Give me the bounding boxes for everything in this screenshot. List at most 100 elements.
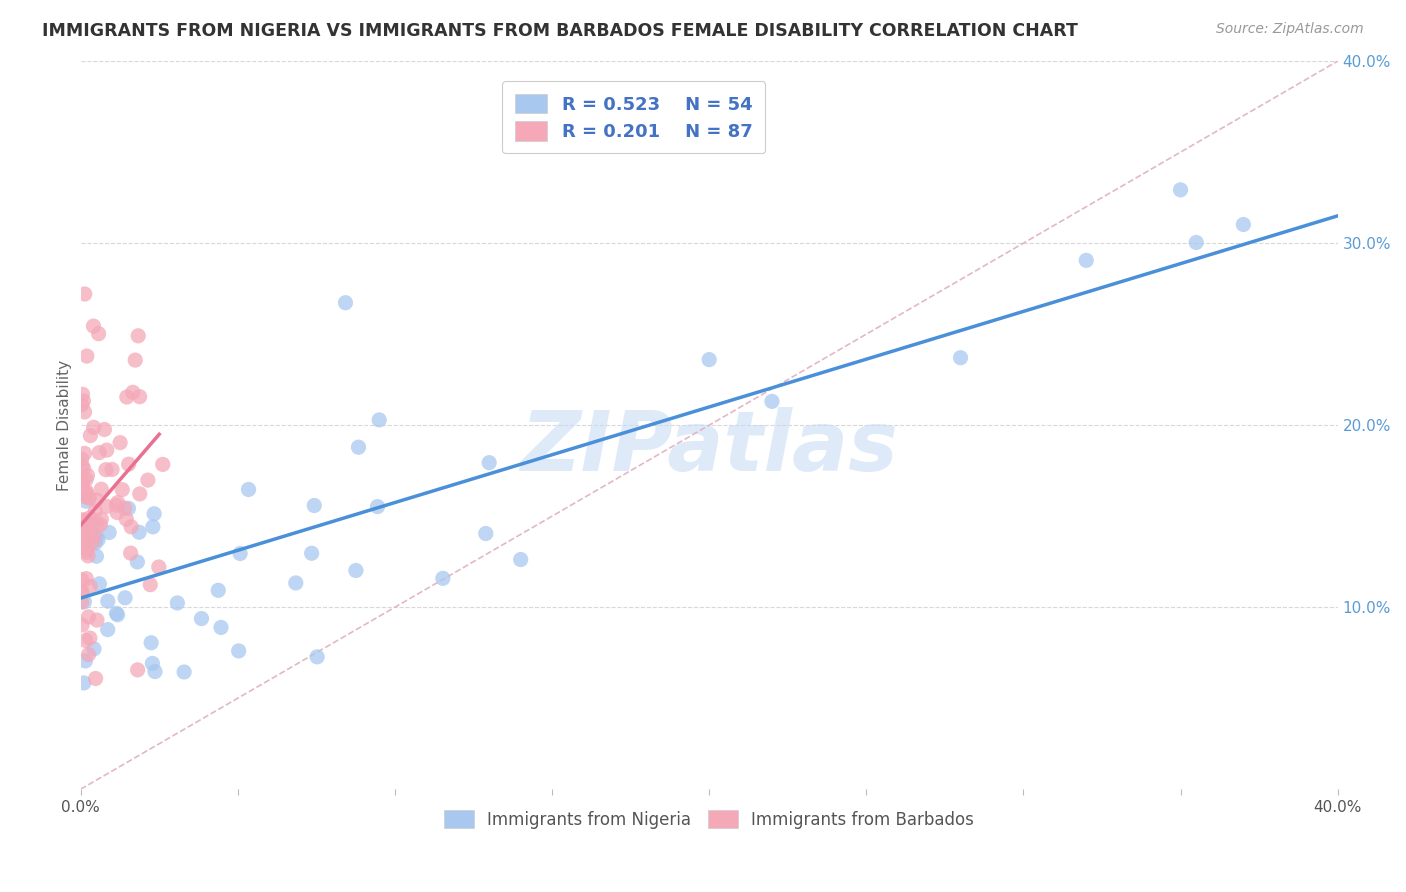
Point bbox=[79, 491, 101, 505]
Point bbox=[72, 461, 94, 475]
Point bbox=[82, 535, 104, 549]
Point bbox=[117, 457, 139, 471]
Point bbox=[75, 490, 97, 504]
Point bbox=[697, 352, 720, 367]
Point bbox=[128, 390, 150, 404]
Point bbox=[1232, 218, 1254, 232]
Point bbox=[1185, 235, 1208, 250]
Point bbox=[86, 493, 108, 508]
Point bbox=[121, 385, 143, 400]
Point bbox=[79, 579, 101, 593]
Point bbox=[70, 458, 93, 473]
Point bbox=[139, 577, 162, 591]
Text: IMMIGRANTS FROM NIGERIA VS IMMIGRANTS FROM BARBADOS FEMALE DISABILITY CORRELATIO: IMMIGRANTS FROM NIGERIA VS IMMIGRANTS FR… bbox=[42, 22, 1078, 40]
Point bbox=[97, 594, 120, 608]
Point bbox=[307, 649, 329, 664]
Point bbox=[127, 328, 149, 343]
Point bbox=[141, 657, 163, 671]
Point bbox=[87, 533, 110, 547]
Point bbox=[76, 486, 98, 500]
Point bbox=[77, 648, 100, 662]
Point bbox=[72, 482, 94, 496]
Point bbox=[89, 445, 111, 459]
Point bbox=[761, 394, 783, 409]
Point bbox=[86, 517, 108, 532]
Point bbox=[73, 446, 96, 460]
Point bbox=[75, 545, 97, 559]
Point bbox=[1076, 253, 1098, 268]
Point bbox=[75, 633, 97, 648]
Point bbox=[82, 319, 104, 334]
Point bbox=[478, 456, 501, 470]
Point bbox=[96, 500, 118, 514]
Text: ZIPatlas: ZIPatlas bbox=[520, 407, 898, 488]
Point bbox=[509, 552, 531, 566]
Point bbox=[107, 607, 129, 622]
Point bbox=[105, 607, 128, 621]
Point bbox=[77, 549, 100, 563]
Point bbox=[84, 536, 107, 550]
Point bbox=[75, 473, 97, 487]
Point bbox=[304, 499, 326, 513]
Point bbox=[117, 501, 139, 516]
Point bbox=[108, 435, 131, 450]
Point bbox=[86, 613, 108, 627]
Point bbox=[70, 584, 93, 599]
Point bbox=[70, 475, 93, 489]
Point bbox=[72, 387, 94, 401]
Point bbox=[79, 428, 101, 442]
Point bbox=[209, 620, 232, 634]
Point bbox=[76, 542, 98, 557]
Point bbox=[75, 572, 97, 586]
Point bbox=[76, 349, 98, 363]
Point bbox=[190, 611, 212, 625]
Point bbox=[70, 485, 93, 500]
Point bbox=[124, 353, 146, 368]
Point bbox=[207, 583, 229, 598]
Point bbox=[75, 654, 97, 668]
Point bbox=[367, 500, 389, 514]
Point bbox=[136, 473, 159, 487]
Point bbox=[83, 531, 105, 545]
Point bbox=[89, 517, 111, 532]
Point bbox=[90, 482, 112, 496]
Point bbox=[229, 546, 252, 560]
Point bbox=[79, 510, 101, 524]
Point bbox=[72, 513, 94, 527]
Point bbox=[128, 487, 150, 501]
Point bbox=[115, 390, 138, 404]
Point bbox=[86, 530, 108, 544]
Point bbox=[84, 672, 107, 686]
Point bbox=[90, 512, 112, 526]
Point bbox=[166, 596, 188, 610]
Point bbox=[101, 462, 124, 476]
Point bbox=[173, 665, 195, 679]
Point bbox=[368, 413, 391, 427]
Point bbox=[143, 665, 166, 679]
Point bbox=[98, 525, 121, 540]
Point bbox=[70, 618, 93, 632]
Point bbox=[89, 577, 111, 591]
Point bbox=[115, 512, 138, 526]
Point bbox=[73, 595, 96, 609]
Point bbox=[347, 440, 370, 454]
Point bbox=[76, 468, 98, 483]
Point bbox=[70, 573, 93, 587]
Point bbox=[73, 676, 96, 690]
Point bbox=[70, 595, 93, 609]
Point bbox=[238, 483, 260, 497]
Point bbox=[105, 498, 128, 512]
Point bbox=[475, 526, 498, 541]
Point bbox=[1170, 183, 1192, 197]
Point bbox=[228, 644, 250, 658]
Point bbox=[96, 443, 118, 458]
Point bbox=[75, 494, 97, 508]
Point bbox=[76, 484, 98, 499]
Y-axis label: Female Disability: Female Disability bbox=[58, 359, 72, 491]
Point bbox=[120, 520, 142, 534]
Point bbox=[114, 501, 136, 516]
Point bbox=[76, 541, 98, 556]
Point bbox=[87, 326, 110, 341]
Point bbox=[127, 663, 149, 677]
Point bbox=[111, 483, 134, 497]
